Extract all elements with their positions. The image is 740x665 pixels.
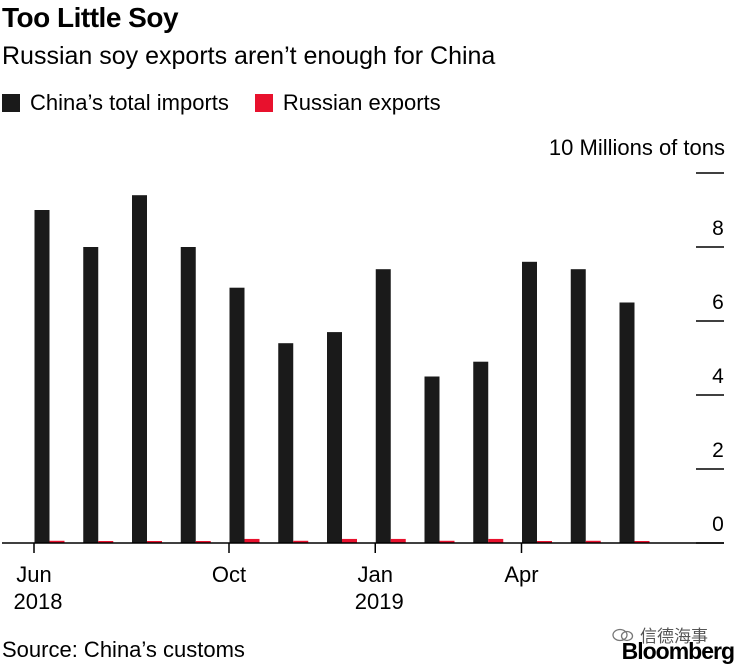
bar-imports	[619, 302, 635, 543]
x-tick-label: Jan	[358, 562, 393, 587]
bar-exports	[342, 538, 357, 543]
bar-imports	[278, 343, 294, 543]
y-axis-unit-label: 10 Millions of tons	[548, 135, 725, 160]
bar-imports	[34, 210, 50, 543]
bar-imports	[424, 376, 440, 543]
bar-exports	[585, 540, 601, 543]
bar-imports	[327, 332, 342, 543]
bar-exports	[49, 540, 65, 543]
y-tick-label: 8	[712, 217, 724, 240]
brand-logo: Bloomberg	[621, 638, 735, 664]
x-tick-label: Jun	[16, 562, 51, 587]
watermark-text: 信德海事	[640, 627, 708, 646]
bar-exports	[147, 541, 162, 543]
y-tick-label: 0	[712, 513, 724, 536]
bar-exports	[488, 538, 504, 543]
y-tick-label: 2	[712, 439, 724, 462]
bar-imports	[375, 269, 391, 543]
bar-exports	[195, 541, 211, 543]
bar-imports	[180, 247, 196, 543]
legend: China’s total imports Russian exports	[2, 90, 467, 116]
legend-label-exports: Russian exports	[282, 90, 441, 115]
bar-exports	[98, 541, 114, 543]
bar-exports	[537, 541, 552, 543]
bar-imports	[473, 361, 489, 543]
bar-imports	[522, 261, 537, 543]
legend-item-imports: China’s total imports	[2, 90, 229, 116]
x-tick-label: Oct	[212, 562, 246, 587]
source-note: Source: China’s customs	[2, 637, 245, 662]
bar-exports	[390, 538, 406, 543]
x-tick-year-label: 2019	[355, 589, 404, 614]
y-tick-label: 6	[712, 291, 724, 314]
bar-imports	[570, 269, 586, 543]
legend-label-imports: China’s total imports	[30, 90, 229, 115]
legend-item-exports: Russian exports	[254, 90, 441, 116]
legend-swatch-imports	[2, 94, 20, 112]
bar-exports	[634, 541, 650, 543]
x-tick-year-label: 2018	[14, 589, 63, 614]
bar-exports	[439, 540, 455, 543]
bar-exports	[293, 540, 309, 543]
chart-subtitle: Russian soy exports aren’t enough for Ch…	[2, 42, 496, 70]
legend-swatch-exports	[254, 94, 273, 112]
wechat-icon	[612, 628, 634, 641]
x-tick-label: Apr	[504, 562, 538, 587]
bar-exports	[244, 538, 260, 543]
y-tick-label: 4	[712, 365, 724, 388]
bar-imports	[132, 195, 147, 543]
bar-imports	[83, 247, 99, 543]
bar-imports	[229, 287, 245, 543]
watermark: 信德海事	[612, 622, 708, 647]
chart-title: Too Little Soy	[2, 2, 179, 33]
